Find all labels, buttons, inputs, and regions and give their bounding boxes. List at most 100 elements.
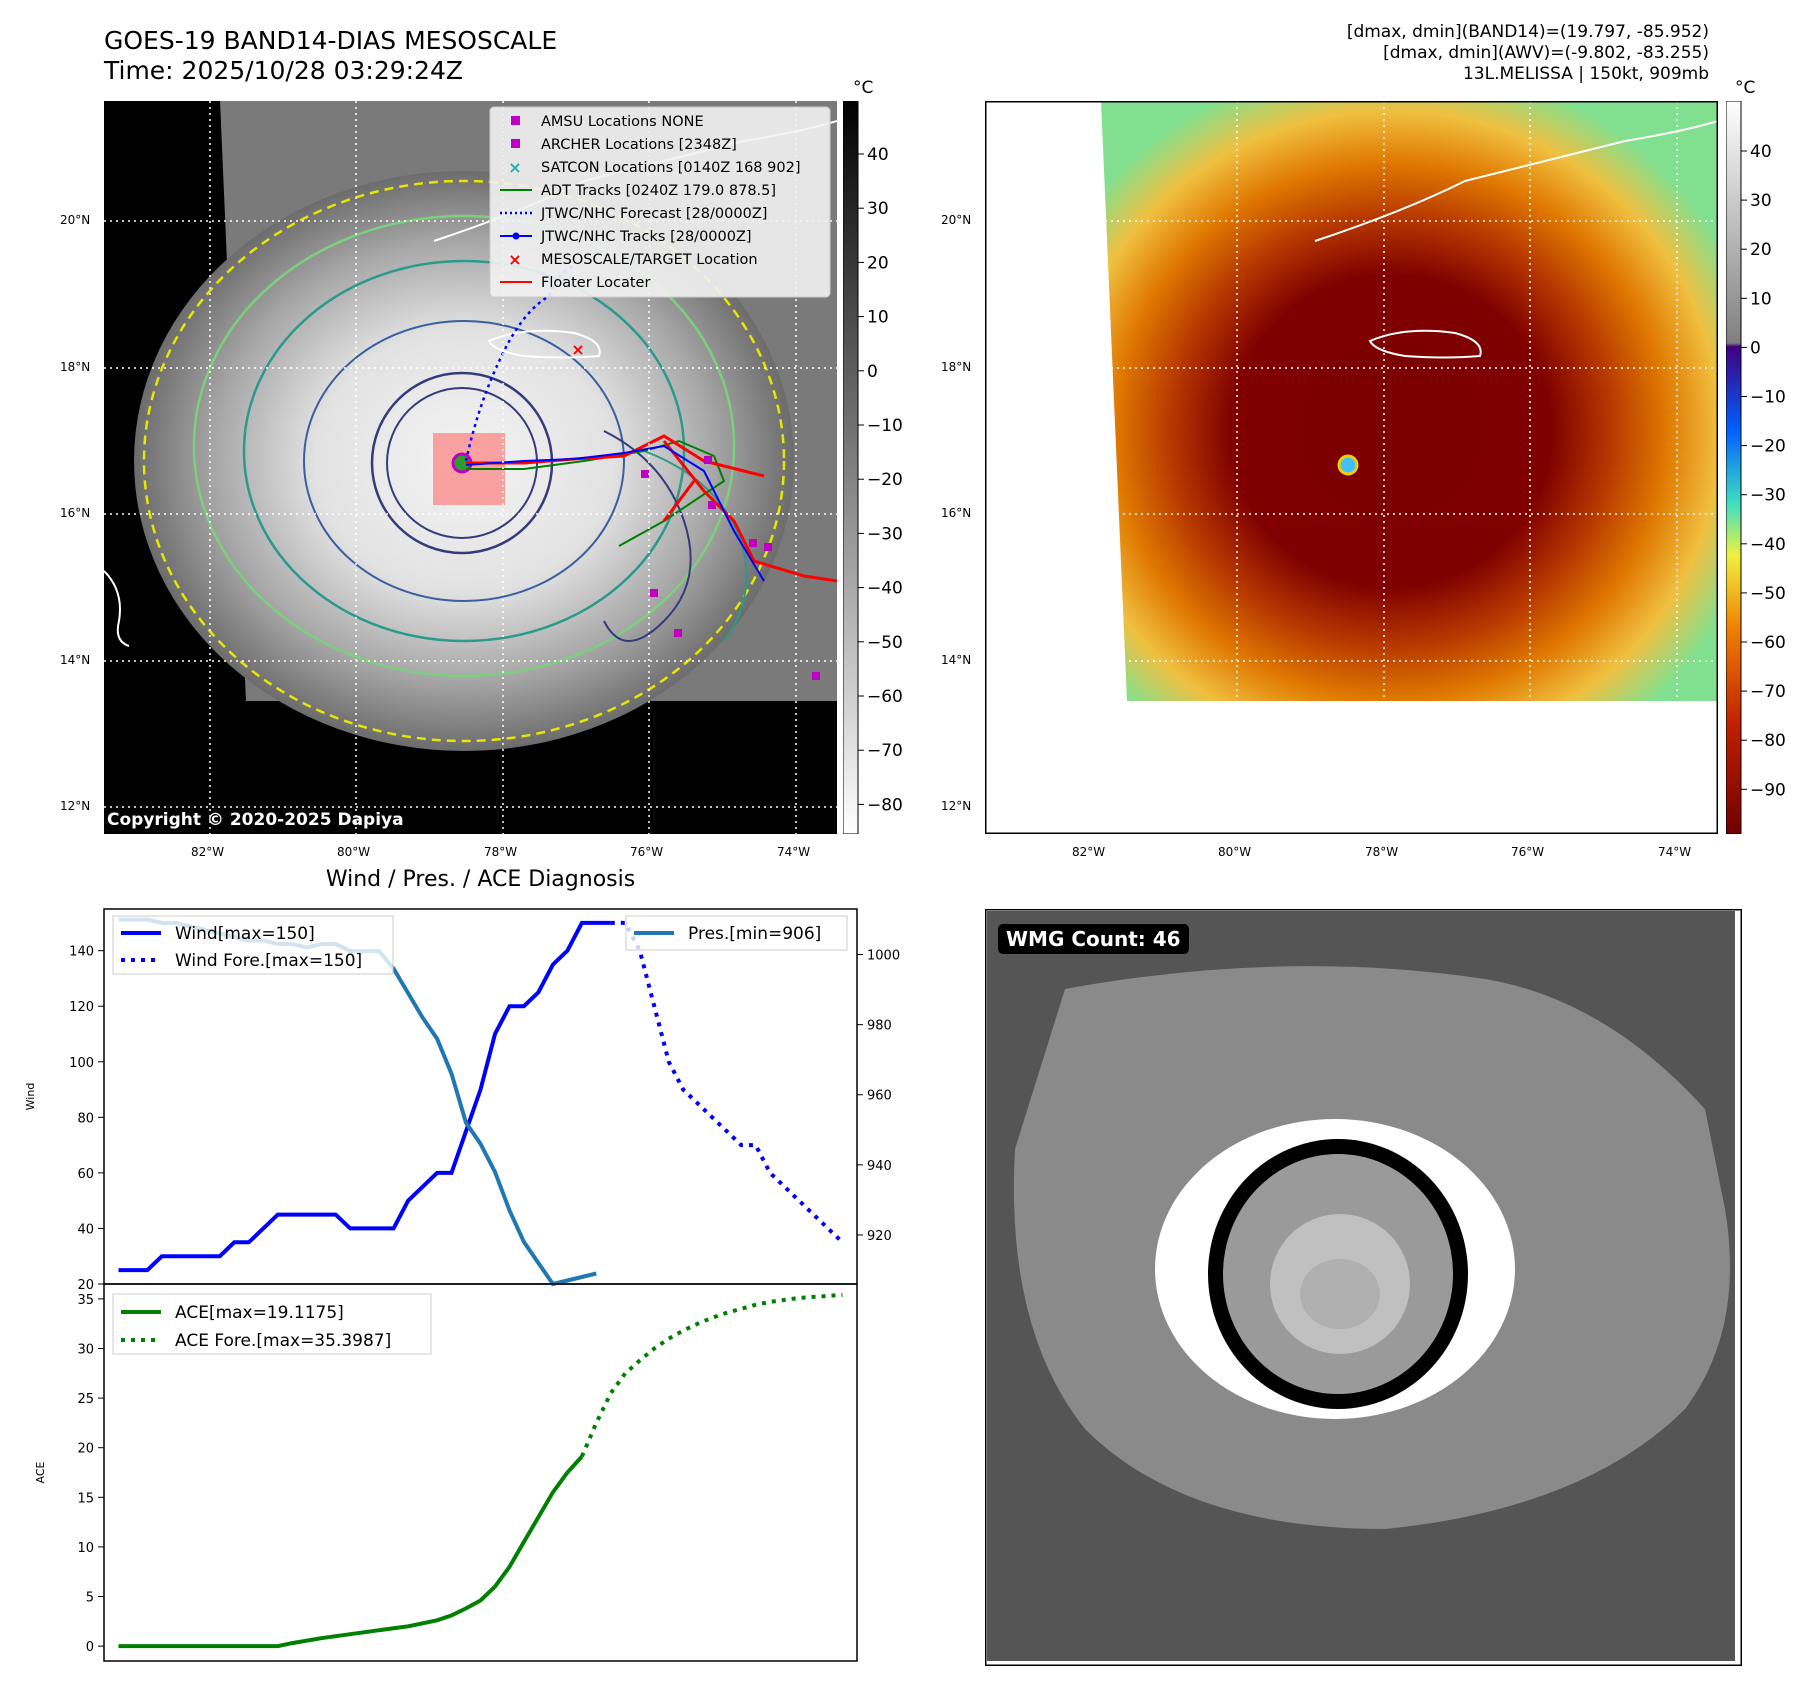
right-colorbar: 40 30 20 10 0 −10 −20 −30 −40 −50 −60 −70 −80 −90	[1726, 101, 1786, 834]
colorbar-tick-label: 0	[1750, 338, 1761, 358]
colorbar-tick-label: 40	[867, 145, 889, 165]
central-america-coastline	[104, 570, 130, 647]
legend-label: ADT Tracks [0240Z 179.0 878.5]	[541, 183, 776, 199]
colorbar-tick-label: −60	[867, 687, 903, 707]
jamaica-coastline	[487, 329, 601, 359]
pressure-ytick-label: 920	[867, 1229, 892, 1244]
colorbar-tick-label: −50	[867, 633, 903, 653]
wind-legend-box	[112, 915, 394, 975]
lon-label: 78°W	[484, 845, 518, 859]
series-wind-fore-	[610, 920, 844, 1244]
lat-label: 12°N	[941, 799, 972, 813]
lat-label: 20°N	[60, 213, 91, 227]
wind-ytick-label: 140	[69, 945, 94, 960]
colorbar-tick-label: −10	[1750, 388, 1786, 408]
wind-ytick-label: 20	[77, 1278, 94, 1293]
wmg-panel	[985, 909, 1742, 1666]
ace-ytick-label: 30	[77, 1342, 94, 1357]
ace-ytick-label: 25	[77, 1392, 94, 1407]
legend-marker-dot	[512, 232, 520, 240]
pressure-ytick-label: 1000	[867, 949, 900, 964]
map-gridlines	[104, 101, 837, 834]
legend-label: MESOSCALE/TARGET Location	[541, 252, 758, 268]
figure-title: GOES-19 BAND14-DIAS MESOSCALE	[104, 26, 558, 55]
diagnosis-title: Wind / Pres. / ACE Diagnosis	[325, 867, 636, 892]
colorbar-tick-label: −80	[1750, 731, 1786, 751]
colorbar-tick-label: −40	[867, 579, 903, 599]
ace-axis-label: ACE	[34, 1461, 47, 1483]
legend-marker-square	[511, 116, 520, 125]
pressure-legend-label: Pres.[min=906]	[688, 924, 821, 944]
lon-label: 80°W	[337, 845, 371, 859]
wind-ytick-label: 120	[69, 1000, 94, 1015]
wind-legend: Wind[max=150] Wind Fore.[max=150]	[112, 915, 394, 975]
legend-marker-x: ×	[508, 158, 521, 177]
map-legend: AMSU Locations NONE ARCHER Locations [234…	[489, 106, 831, 298]
ace-ytick-label: 10	[77, 1541, 94, 1556]
colorbar-tick-label: 10	[867, 308, 889, 328]
band14-range: [dmax, dmin](BAND14)=(19.797, -85.952)	[1346, 22, 1709, 42]
lat-label: 14°N	[941, 653, 972, 667]
wmg-count-label: WMG Count: 46	[998, 924, 1189, 954]
lon-label: 76°W	[1511, 845, 1545, 859]
pressure-ytick-label: 960	[867, 1089, 892, 1104]
wind-legend-label: Wind[max=150]	[175, 924, 315, 944]
legend-label: JTWC/NHC Tracks [28/0000Z]	[540, 229, 752, 245]
colorbar-tick-label: −40	[1750, 535, 1786, 555]
ace-axes	[103, 1283, 858, 1662]
colorbar-tick-label: 0	[867, 362, 878, 382]
wind-ytick-label: 40	[77, 1222, 94, 1237]
adt-track	[466, 439, 726, 547]
lat-label: 16°N	[60, 506, 91, 520]
lat-label: 12°N	[60, 799, 91, 813]
ace-legend-label: ACE Fore.[max=35.3987]	[175, 1331, 391, 1351]
left-colorbar: 40 30 20 10 0 −10 −20 −30 −40 −50 −60 −70 −80	[843, 101, 903, 834]
legend-label: JTWC/NHC Forecast [28/0000Z]	[540, 206, 767, 222]
left-colorbar-unit: °C	[853, 78, 874, 98]
series-ace-fore-	[580, 1292, 843, 1458]
lat-label: 18°N	[60, 360, 91, 374]
pressure-ytick-label: 940	[867, 1159, 892, 1174]
ace-ytick-label: 35	[77, 1293, 94, 1308]
ace-legend: ACE[max=19.1175] ACE Fore.[max=35.3987]	[112, 1293, 432, 1355]
lon-label: 76°W	[630, 845, 664, 859]
legend-label: ARCHER Locations [2348Z]	[541, 137, 737, 153]
colorbar-tick-label: −70	[1750, 682, 1786, 702]
series-ace	[118, 1455, 584, 1649]
legend-label: SATCON Locations [0140Z 168 902]	[541, 160, 800, 176]
colorbar-tick-label: −30	[1750, 486, 1786, 506]
diagnosis-chart: 20 40 60 80 100 120 140 920 940 960 980 1000 Wind Pre…	[24, 908, 900, 1662]
ace-ytick-label: 5	[86, 1591, 94, 1606]
wind-ytick-label: 100	[69, 1056, 94, 1071]
awv-map-panel	[985, 101, 1718, 834]
wind-ytick-label: 60	[77, 1167, 94, 1182]
mesoscale-target-marker: ×	[571, 340, 584, 359]
colorbar-tick-label: −90	[1750, 780, 1786, 800]
colorbar-tick-label: 30	[1750, 191, 1772, 211]
wind-axis-label: Wind	[24, 1083, 37, 1111]
colorbar-tick-label: 10	[1750, 289, 1772, 309]
awv-range: [dmax, dmin](AWV)=(-9.802, -83.255)	[1383, 43, 1709, 63]
legend-label: Floater Locater	[541, 275, 650, 291]
lon-label: 80°W	[1218, 845, 1252, 859]
jtwc-nhc-forecast-track	[464, 264, 575, 462]
colorbar-tick-label: −50	[1750, 584, 1786, 604]
lon-label: 74°W	[1658, 845, 1692, 859]
lat-label: 14°N	[60, 653, 91, 667]
wind-legend-label: Wind Fore.[max=150]	[175, 951, 362, 971]
wind-ytick-label: 80	[77, 1111, 94, 1126]
right-colorbar-unit: °C	[1735, 78, 1756, 98]
ace-legend-box	[112, 1293, 432, 1355]
awv-eye	[1337, 454, 1359, 476]
ace-ytick-label: 20	[77, 1442, 94, 1457]
lon-label: 82°W	[1072, 845, 1106, 859]
pressure-ytick-label: 980	[867, 1019, 892, 1034]
legend-marker-square	[511, 139, 520, 148]
lat-label: 16°N	[941, 506, 972, 520]
colorbar-tick-label: 30	[867, 199, 889, 219]
ir-map-panel: × AMSU Locations NONE ARCHER Locations [2…	[104, 101, 837, 834]
storm-info: 13L.MELISSA | 150kt, 909mb	[1462, 64, 1709, 84]
colorbar-tick-label: −60	[1750, 633, 1786, 653]
colorbar-tick-label: 20	[867, 253, 889, 273]
lat-label: 18°N	[941, 360, 972, 374]
